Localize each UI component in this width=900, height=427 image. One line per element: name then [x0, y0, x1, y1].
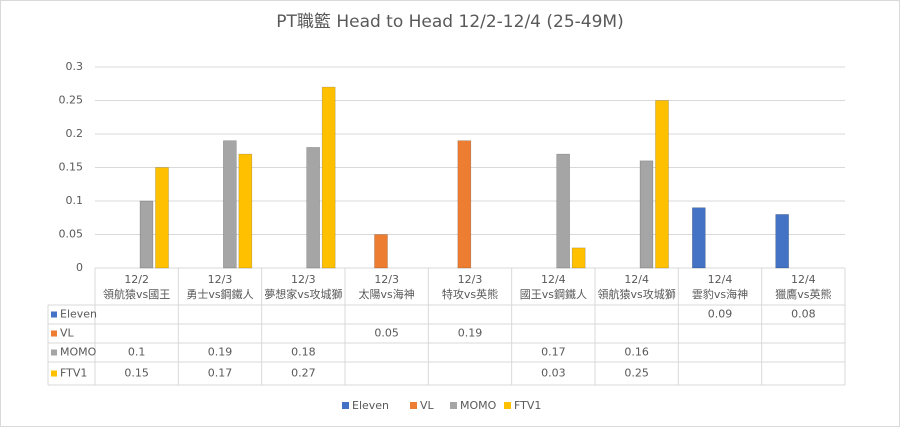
table-cell: 0.15 — [124, 367, 149, 380]
table-series-name: VL — [60, 327, 75, 340]
table-legend-key — [51, 349, 57, 356]
x-tick-label: 領航猿vs攻城獅 — [598, 287, 676, 301]
table-cell: 0.16 — [624, 346, 649, 359]
bar — [223, 140, 237, 269]
x-tick-label: 12/4 — [541, 273, 566, 286]
table-cell: 0.1 — [128, 346, 146, 359]
bar — [155, 167, 169, 269]
y-tick-label: 0.3 — [66, 60, 84, 73]
y-tick-label: 0.15 — [59, 161, 84, 174]
bar — [571, 247, 586, 269]
table-series-name: FTV1 — [60, 367, 87, 380]
table-cell: 0.03 — [541, 367, 566, 380]
bar — [374, 234, 388, 269]
x-tick-label: 12/3 — [374, 273, 399, 286]
bar — [775, 214, 789, 269]
y-tick-label: 0.2 — [66, 127, 84, 140]
table-cell: 0.08 — [791, 308, 816, 321]
y-tick-label: 0.05 — [59, 228, 84, 241]
y-tick-label: 0 — [76, 261, 83, 274]
table-cell: 0.05 — [374, 327, 399, 340]
table-cell: 0.18 — [291, 346, 316, 359]
x-tick-label: 12/3 — [291, 273, 316, 286]
x-tick-label: 獵鷹vs英熊 — [775, 287, 831, 301]
legend-label: FTV1 — [514, 399, 541, 412]
table-cell: 0.25 — [624, 367, 649, 380]
table-series-name: MOMO — [60, 346, 97, 359]
bar — [692, 207, 706, 269]
x-tick-label: 12/2 — [124, 273, 149, 286]
bar — [321, 86, 336, 269]
bar — [556, 153, 570, 269]
bar — [306, 147, 320, 269]
x-tick-label: 雲豹vs海神 — [692, 287, 748, 301]
x-tick-label: 12/3 — [208, 273, 233, 286]
legend-key — [410, 402, 417, 409]
x-tick-label: 12/3 — [458, 273, 483, 286]
x-tick-label: 勇士vs鋼鐵人 — [186, 287, 253, 301]
x-tick-label: 12/4 — [624, 273, 649, 286]
y-tick-label: 0.25 — [59, 94, 84, 107]
table-cell: 0.17 — [541, 346, 566, 359]
table-cell: 0.09 — [708, 308, 733, 321]
legend-key — [450, 402, 457, 409]
table-cell: 0.27 — [291, 367, 316, 380]
y-tick-label: 0.1 — [66, 194, 84, 207]
table-legend-key — [51, 370, 57, 377]
chart-title: PT職籃 Head to Head 12/2-12/4 (25-49M) — [276, 12, 623, 32]
x-tick-label: 特攻vs英熊 — [442, 287, 498, 301]
x-tick-label: 國王vs鋼鐵人 — [520, 287, 587, 301]
bar — [655, 100, 669, 269]
bar — [238, 153, 253, 269]
table-cell: 0.19 — [458, 327, 483, 340]
bar — [139, 200, 154, 269]
table-series-name: Eleven — [60, 308, 97, 321]
legend-label: MOMO — [460, 399, 497, 412]
table-cell: 0.19 — [208, 346, 233, 359]
x-tick-label: 夢想家vs攻城獅 — [264, 287, 342, 301]
bar — [457, 140, 472, 269]
table-legend-key — [51, 311, 57, 318]
legend-label: Eleven — [352, 399, 389, 412]
x-tick-label: 太陽vs海神 — [359, 287, 415, 301]
bar — [639, 160, 654, 269]
legend-key — [342, 402, 349, 409]
legend-key — [504, 402, 511, 409]
table-cell: 0.17 — [208, 367, 233, 380]
x-tick-label: 12/4 — [791, 273, 816, 286]
legend-label: VL — [420, 399, 435, 412]
table-legend-key — [51, 330, 57, 337]
x-tick-label: 12/4 — [708, 273, 733, 286]
x-tick-label: 領航猿vs國王 — [103, 287, 170, 301]
